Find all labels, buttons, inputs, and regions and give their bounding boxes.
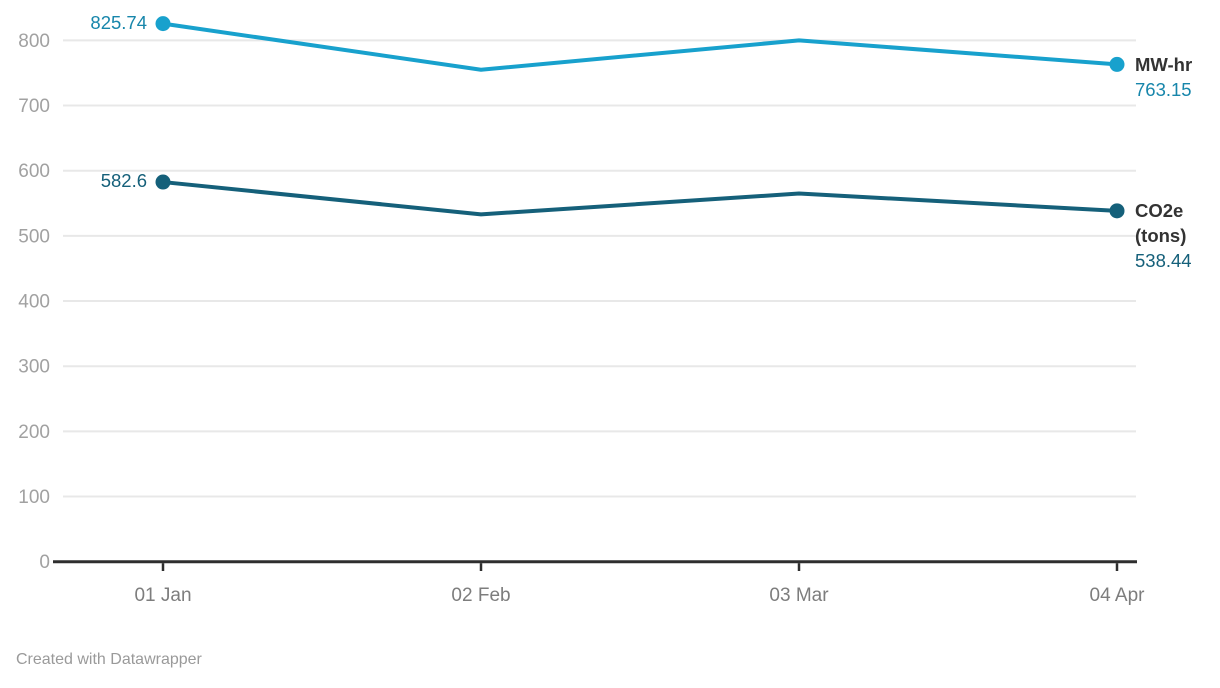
series-name-label-co2e: CO2e (tons) — [1135, 200, 1187, 246]
series-name-label-mw-hr: MW-hr — [1135, 54, 1193, 75]
value-label-co2e-start: 582.6 — [100, 170, 147, 191]
y-axis-tick-label: 300 — [18, 357, 50, 378]
y-axis-tick-label: 200 — [18, 422, 50, 443]
series-line-mw-hr — [161, 21, 1119, 72]
series-line-co2e — [161, 180, 1119, 217]
y-axis-tick-label: 100 — [18, 487, 50, 508]
data-point-mw-hr — [155, 16, 171, 32]
y-axis-tick-label: 700 — [18, 96, 50, 117]
x-axis-tick-label: 02 Feb — [451, 585, 510, 606]
x-axis-tick-label: 01 Jan — [134, 585, 191, 606]
y-axis-tick-label: 600 — [18, 161, 50, 182]
y-axis-tick-label: 0 — [39, 552, 50, 573]
datawrapper-credit: Created with Datawrapper — [16, 651, 202, 668]
value-label-mw-hr-start: 825.74 — [90, 12, 147, 33]
data-point-mw-hr — [1109, 56, 1125, 72]
y-axis-tick-label: 400 — [18, 292, 50, 313]
y-axis-tick-label: 500 — [18, 226, 50, 247]
data-point-co2e — [1109, 203, 1125, 219]
series-legend-mw-hr: MW-hr 763.15 — [1135, 52, 1219, 102]
x-axis-tick-label: 04 Apr — [1090, 585, 1146, 606]
series-legend-co2e: CO2e (tons) 538.44 — [1135, 198, 1219, 273]
data-point-co2e — [155, 174, 171, 190]
value-label-co2e-end: 538.44 — [1135, 250, 1192, 271]
x-axis-tick-label: 03 Mar — [769, 585, 829, 606]
value-label-mw-hr-end: 763.15 — [1135, 79, 1192, 100]
y-axis-tick-label: 800 — [18, 31, 50, 52]
